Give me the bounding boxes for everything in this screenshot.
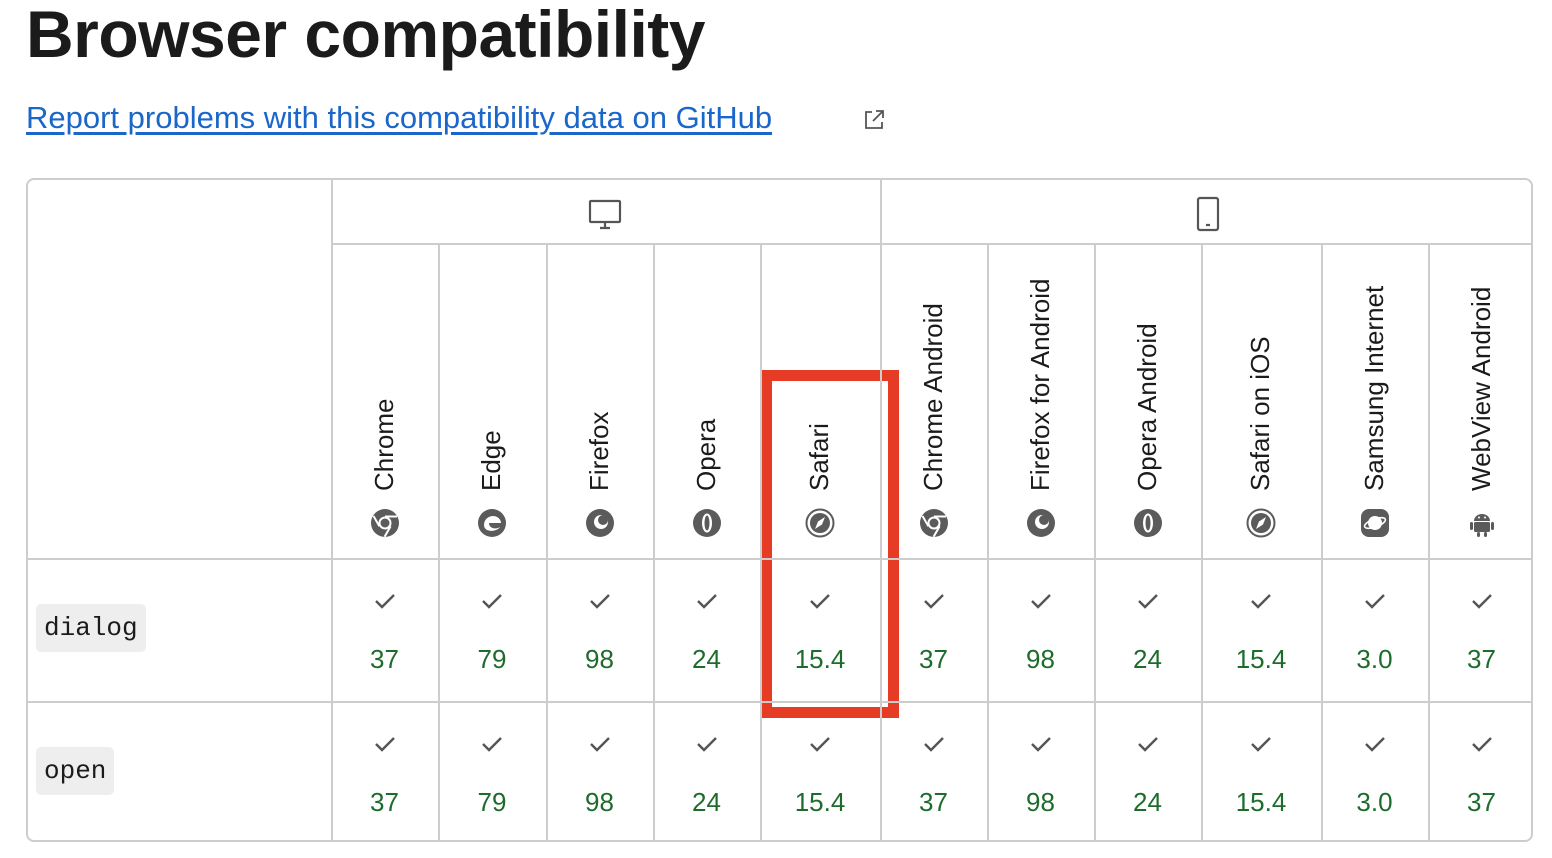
- external-link-icon: [865, 110, 884, 129]
- support-version-cell[interactable]: 24: [692, 644, 721, 674]
- feature-name-open: open: [36, 747, 115, 795]
- browser-name: Safari on iOS: [1245, 336, 1275, 491]
- support-version-cell[interactable]: 24: [1133, 787, 1162, 817]
- support-version-cell[interactable]: 37: [1467, 787, 1496, 817]
- check-icon: [374, 594, 395, 609]
- check-icon: [1030, 594, 1051, 609]
- support-version-cell[interactable]: 15.4: [1235, 644, 1287, 674]
- support-version-cell[interactable]: 98: [585, 787, 614, 817]
- feature-name-dialog: dialog: [36, 604, 146, 652]
- opera-icon: [692, 509, 721, 537]
- column-divider: [987, 243, 989, 840]
- opera-icon: [1133, 509, 1162, 537]
- column-divider: [653, 243, 655, 840]
- support-version-cell[interactable]: 15.4: [794, 644, 846, 674]
- support-version-cell[interactable]: 24: [692, 787, 721, 817]
- support-version-cell[interactable]: 98: [585, 644, 614, 674]
- check-icon: [696, 737, 717, 752]
- check-icon: [1137, 737, 1158, 752]
- firefox-icon: [585, 509, 614, 537]
- column-divider: [1428, 243, 1430, 840]
- support-version-cell[interactable]: 37: [1467, 644, 1496, 674]
- safari-icon: [805, 508, 835, 538]
- support-version-cell[interactable]: 3.0: [1356, 787, 1393, 817]
- support-version-cell[interactable]: 15.4: [1235, 787, 1287, 817]
- browser-name: Chrome Android: [917, 303, 948, 491]
- safari-highlight: [761, 370, 899, 718]
- browser-name: Firefox for Android: [1024, 278, 1055, 491]
- browser-name: Samsung Internet: [1358, 285, 1389, 491]
- check-icon: [482, 737, 502, 752]
- check-icon: [1364, 594, 1385, 609]
- check-icon: [810, 594, 830, 609]
- support-version-cell[interactable]: 37: [370, 644, 399, 674]
- check-icon: [923, 737, 944, 752]
- browser-name: Opera Android: [1131, 323, 1162, 491]
- support-version-cell[interactable]: 98: [1026, 787, 1055, 817]
- support-version-cell[interactable]: 37: [919, 787, 948, 817]
- column-divider: [1094, 243, 1096, 840]
- android-icon: [1469, 514, 1494, 537]
- firefox-icon: [1026, 509, 1055, 537]
- browser-name: Opera: [690, 418, 721, 491]
- mobile-icon: [1196, 196, 1220, 232]
- column-divider: [546, 243, 548, 840]
- support-version-cell[interactable]: 15.4: [794, 787, 846, 817]
- chrome-icon: [370, 509, 399, 538]
- chrome-icon: [919, 509, 948, 538]
- support-version-cell[interactable]: 24: [1133, 644, 1162, 674]
- column-divider: [1321, 243, 1323, 840]
- check-icon: [810, 737, 830, 752]
- edge-icon: [478, 509, 506, 537]
- compat-table: Chrome Edge Firefox Opera Safari Chrome And…: [26, 178, 1533, 842]
- support-version-cell[interactable]: 79: [477, 644, 507, 674]
- column-divider: [438, 243, 440, 840]
- column-divider: [760, 243, 762, 840]
- check-icon: [589, 737, 610, 752]
- row-divider: [28, 558, 1531, 560]
- check-icon: [923, 594, 944, 609]
- browser-name: Firefox: [583, 411, 614, 491]
- check-icon: [1251, 594, 1271, 609]
- group-row-divider: [331, 243, 1531, 245]
- support-version-cell[interactable]: 37: [919, 644, 948, 674]
- check-icon: [589, 594, 610, 609]
- check-icon: [1251, 737, 1271, 752]
- row-divider: [28, 701, 1531, 703]
- page-title: Browser compatibility: [26, 0, 706, 71]
- browser-name: WebView Android: [1465, 286, 1496, 491]
- support-version-cell[interactable]: 79: [477, 787, 507, 817]
- check-icon: [482, 594, 502, 609]
- column-divider: [1201, 243, 1203, 840]
- check-icon: [1471, 594, 1492, 609]
- check-icon: [1364, 737, 1385, 752]
- report-problems-link[interactable]: Report problems with this compatibility …: [26, 100, 773, 135]
- check-icon: [1030, 737, 1051, 752]
- support-version-cell[interactable]: 3.0: [1356, 644, 1393, 674]
- check-icon: [1471, 737, 1492, 752]
- safari-icon: [1246, 508, 1276, 538]
- group-divider: [880, 180, 882, 840]
- samsung-internet-icon: [1360, 509, 1389, 537]
- check-icon: [374, 737, 395, 752]
- browser-name: Edge: [476, 430, 506, 491]
- desktop-icon: [588, 199, 622, 230]
- browser-name: Chrome: [368, 398, 399, 491]
- browser-name: Safari: [804, 423, 834, 491]
- support-version-cell[interactable]: 37: [370, 787, 399, 817]
- check-icon: [696, 594, 717, 609]
- header-divider: [331, 180, 333, 840]
- check-icon: [1137, 594, 1158, 609]
- support-version-cell[interactable]: 98: [1026, 644, 1055, 674]
